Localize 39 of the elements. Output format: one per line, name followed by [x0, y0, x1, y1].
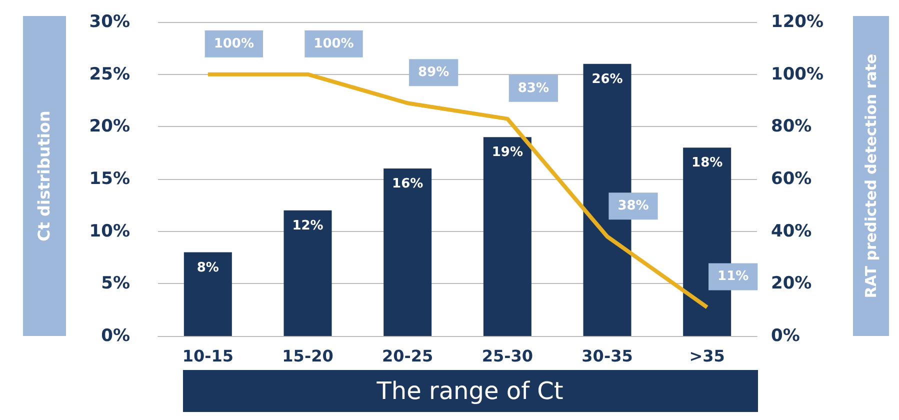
y2-tick-label: 0% — [771, 326, 800, 346]
y-tick-label: 25% — [89, 64, 130, 84]
data-label: 38% — [618, 198, 649, 214]
data-label: 100% — [214, 36, 254, 52]
x-tick-label: 15-20 — [282, 346, 334, 366]
bar — [483, 137, 532, 336]
x-tick-label: 10-15 — [182, 346, 234, 366]
x-tick-label: 25-30 — [482, 346, 534, 366]
data-label: 100% — [314, 36, 354, 52]
data-label: 83% — [518, 80, 549, 96]
data-label: 8% — [196, 260, 219, 276]
y2-axis-title: RAT predicted detection rate — [862, 54, 880, 298]
y-tick-label: 0% — [101, 326, 130, 346]
y-tick-label: 5% — [101, 274, 130, 294]
y-tick-label: 15% — [89, 169, 130, 189]
y-tick-label: 10% — [89, 221, 130, 242]
data-label: 18% — [692, 156, 723, 171]
bar — [384, 168, 432, 336]
y2-tick-label: 100% — [771, 64, 824, 84]
x-tick-label: 30-35 — [582, 346, 633, 366]
y2-tick-label: 20% — [771, 274, 812, 294]
data-label: 19% — [492, 145, 523, 160]
data-label: 12% — [292, 218, 324, 234]
y2-tick-label: 120% — [771, 12, 824, 32]
data-label: 89% — [418, 65, 450, 80]
y2-tick-label: 40% — [771, 221, 812, 242]
y-axis-title: Ct distribution — [34, 110, 54, 242]
y2-tick-label: 60% — [771, 169, 812, 189]
y2-tick-label: 80% — [771, 116, 812, 137]
y-tick-label: 20% — [89, 116, 130, 137]
y-tick-label: 30% — [89, 12, 130, 32]
data-label: 16% — [392, 176, 424, 192]
bar — [184, 252, 232, 336]
data-label: 26% — [592, 72, 623, 87]
x-tick-label: 20-25 — [382, 346, 434, 366]
x-axis-title: The range of Ct — [376, 377, 564, 405]
x-tick-label: >35 — [689, 346, 725, 366]
data-label: 11% — [718, 269, 749, 284]
bar — [284, 210, 332, 336]
